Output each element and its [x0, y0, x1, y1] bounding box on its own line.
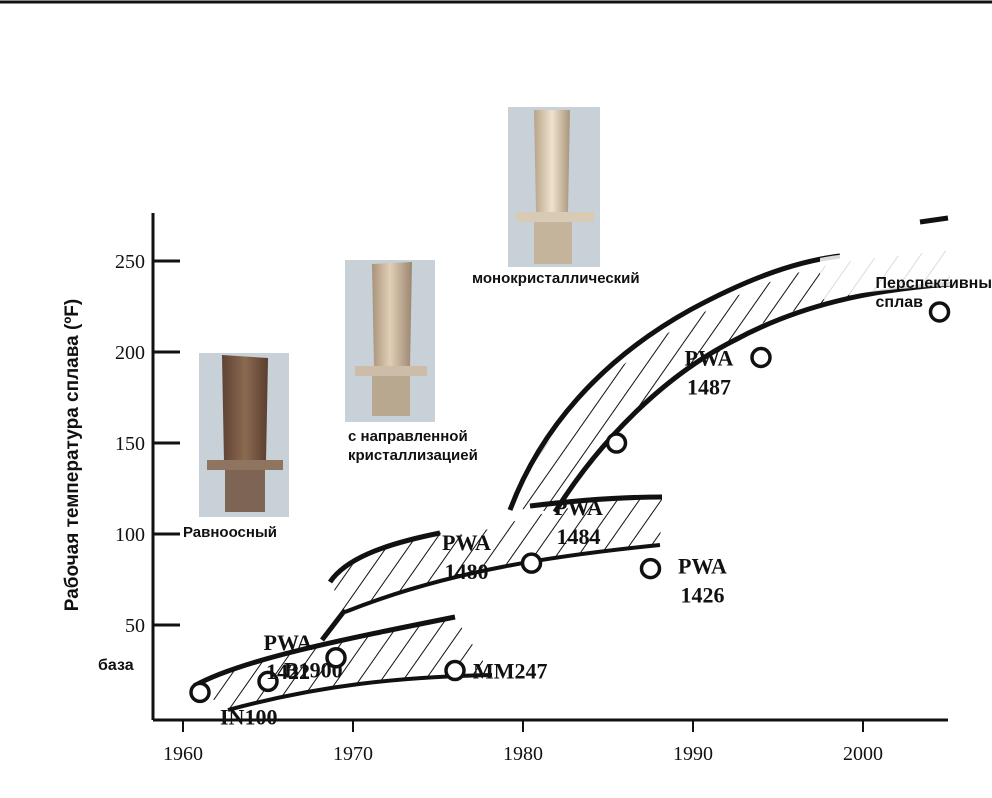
data-point-marker: [325, 647, 347, 669]
caption-directional-line1: с направленной: [348, 428, 468, 445]
point-label-line2: 1484: [557, 524, 601, 549]
data-point-marker: [444, 659, 466, 682]
point-label: IN100: [220, 704, 277, 729]
y-tick-label: 100: [115, 524, 145, 546]
blade-equiaxed-image: [199, 353, 289, 517]
point-label: PWA: [442, 530, 491, 555]
caption-equiaxed: Равноосный: [183, 524, 277, 541]
y-tick-label: 150: [115, 433, 145, 455]
y-axis-label: Рабочая температура сплава (ºF): [62, 299, 83, 611]
band-directional: [330, 497, 662, 615]
y-tick-label: 200: [115, 342, 145, 364]
baseline-label: база: [98, 657, 134, 674]
y-ticks: 50 100 150 200 250: [115, 251, 180, 637]
point-label-line2: 1487: [687, 374, 731, 399]
blade-singlecrystal-image: [508, 107, 600, 267]
point-label-line2: 1480: [445, 559, 489, 584]
data-point-marker: [520, 552, 543, 574]
x-tick-label: 2000: [843, 743, 883, 765]
data-point-marker: [639, 557, 662, 580]
point-label: MM247: [473, 659, 548, 684]
data-point-marker: [257, 670, 279, 693]
point-label-line2: 1422: [266, 659, 310, 684]
x-tick-label: 1960: [163, 743, 203, 765]
x-tick-label: 1980: [503, 743, 543, 765]
point-label-line2: сплав: [876, 294, 924, 311]
x-tick-label: 1970: [333, 743, 373, 765]
point-label: PWA: [678, 554, 727, 579]
x-tick-label: 1990: [673, 743, 713, 765]
point-label: PWA: [264, 630, 313, 655]
point-label: Перспективный: [876, 275, 992, 292]
data-point-marker: [189, 681, 211, 704]
y-tick-label: 250: [115, 251, 145, 273]
y-tick-label: 50: [125, 615, 145, 637]
point-label-line2: 1426: [681, 583, 725, 608]
data-point-marker: [750, 346, 772, 369]
point-label: PWA: [554, 495, 603, 520]
data-point-marker: [928, 301, 951, 323]
point-label: PWA: [685, 345, 734, 370]
blade-directional-image: [345, 260, 435, 422]
data-point-marker: [605, 432, 628, 454]
caption-singlecrystal: монокристаллический: [472, 270, 640, 287]
caption-directional-line2: кристаллизацией: [348, 447, 478, 464]
x-ticks: 1960 1970 1980 1990 2000: [163, 720, 883, 765]
